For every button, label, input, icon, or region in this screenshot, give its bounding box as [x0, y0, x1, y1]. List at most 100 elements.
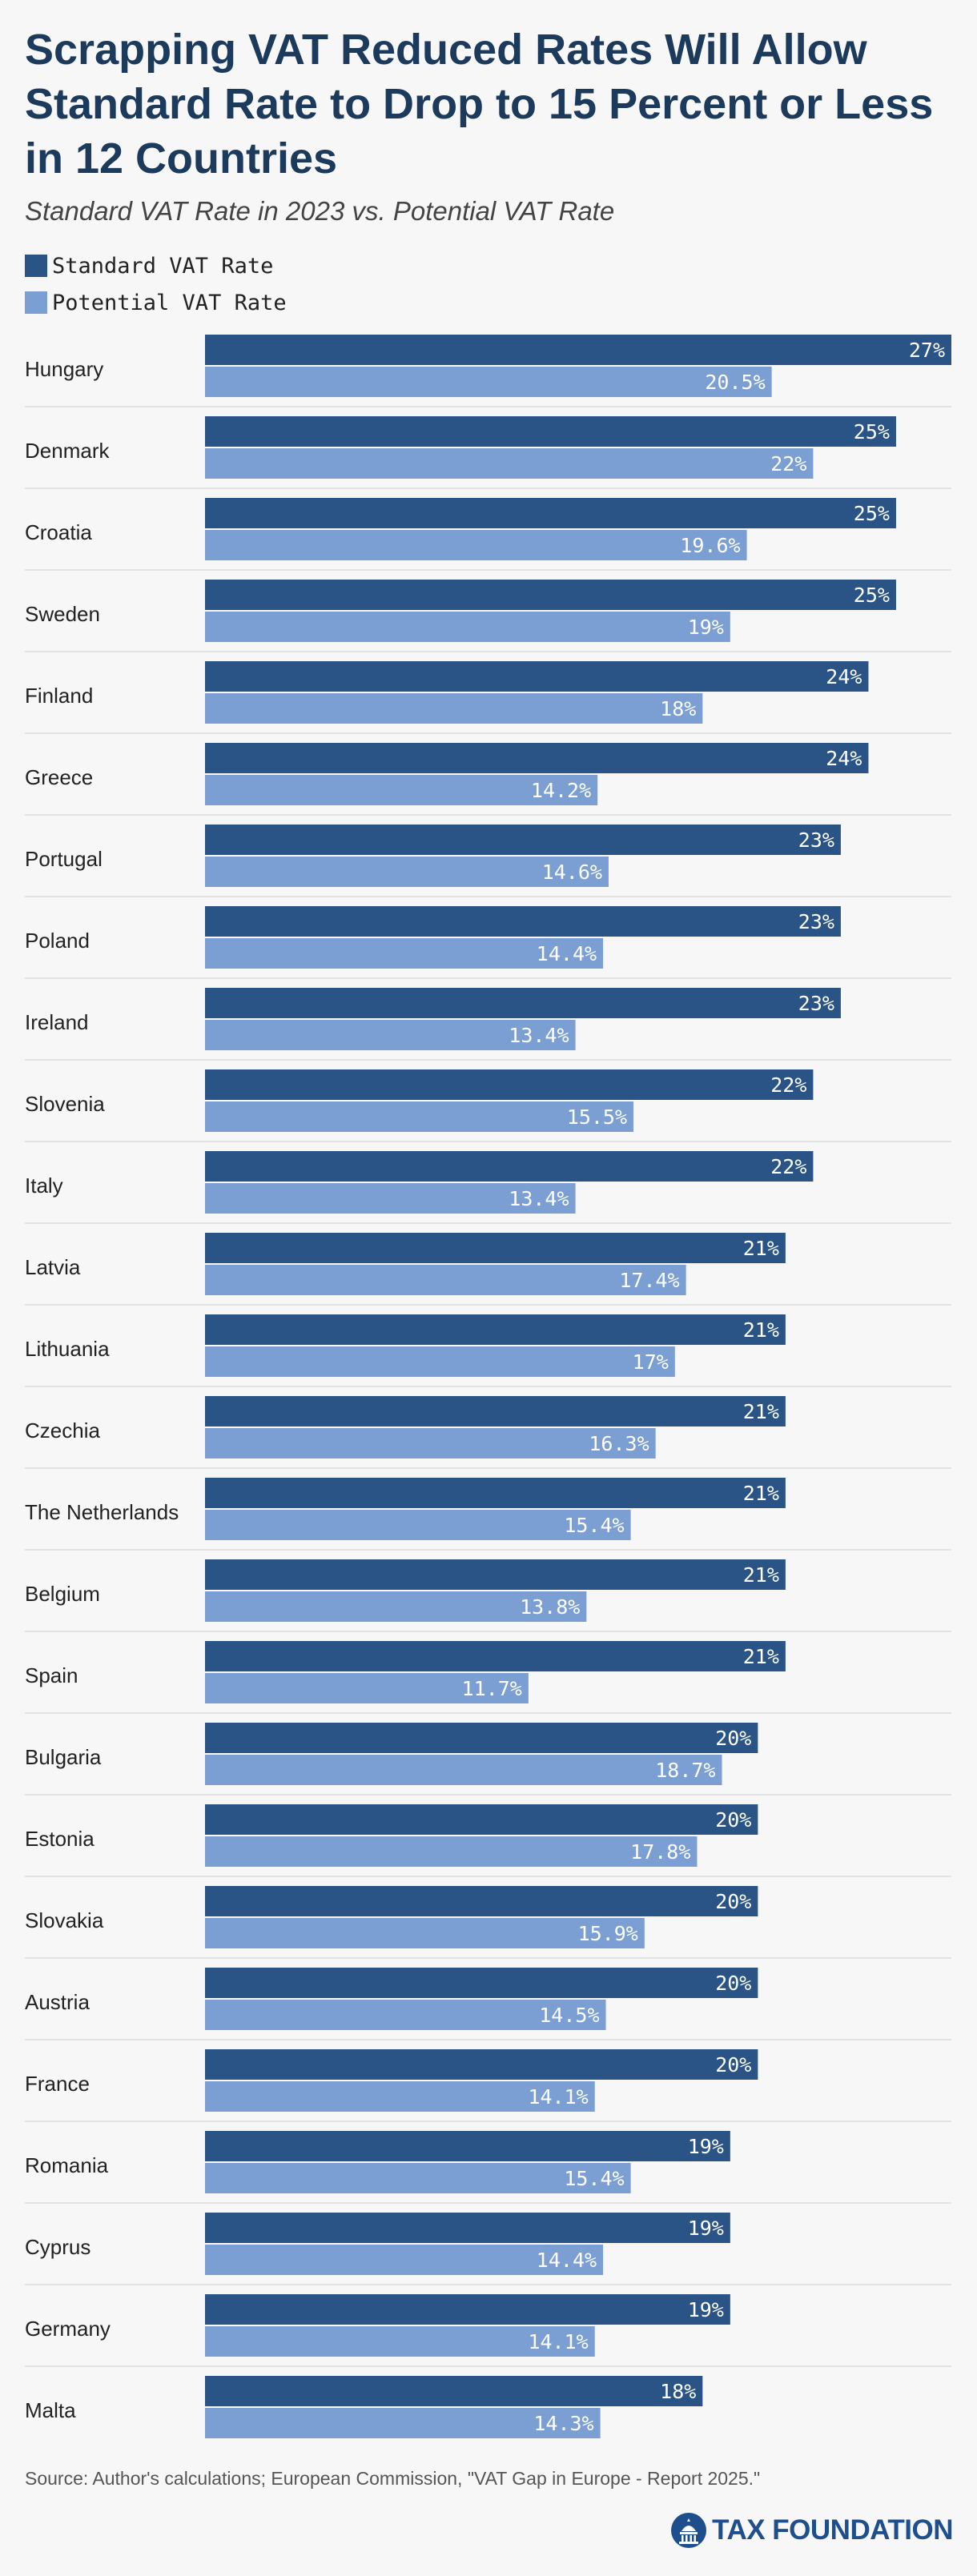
standard-bar-portugal — [205, 825, 841, 855]
potential-bar-belgium — [205, 1591, 587, 1622]
potential-bar-austria — [205, 2000, 606, 2030]
potential-bar-spain — [205, 1673, 529, 1703]
standard-bar-slovakia — [205, 1886, 758, 1916]
legend-item-standard: Standard VAT Rate — [25, 247, 287, 284]
category-label-greece: Greece — [25, 765, 93, 789]
potential-value-label-denmark: 22% — [770, 452, 806, 475]
standard-bar-finland — [205, 661, 869, 692]
potential-bar-ireland — [205, 1020, 576, 1050]
standard-value-label-france: 20% — [715, 2053, 751, 2076]
category-label-cyprus: Cyprus — [25, 2235, 90, 2259]
potential-bar-italy — [205, 1183, 576, 1214]
potential-value-label-germany: 14.1% — [528, 2330, 588, 2353]
standard-value-label-belgium: 21% — [743, 1563, 779, 1587]
standard-bar-malta — [205, 2376, 703, 2406]
standard-value-label-croatia: 25% — [854, 502, 890, 525]
potential-value-label-estonia: 17.8% — [630, 1840, 690, 1864]
standard-value-label-bulgaria: 20% — [715, 1727, 751, 1750]
standard-value-label-czechia: 21% — [743, 1400, 779, 1423]
category-label-lithuania: Lithuania — [25, 1337, 110, 1361]
chart-title: Scrapping VAT Reduced Rates Will Allow S… — [25, 26, 934, 183]
standard-value-label-latvia: 21% — [743, 1237, 779, 1260]
legend: Standard VAT Rate Potential VAT Rate — [25, 247, 287, 321]
potential-value-label-bulgaria: 18.7% — [655, 1759, 715, 1782]
potential-value-label-poland: 14.4% — [537, 942, 597, 965]
category-label-malta: Malta — [25, 2398, 76, 2422]
standard-bar-estonia — [205, 1804, 758, 1835]
category-label-sweden: Sweden — [25, 602, 100, 626]
category-label-spain: Spain — [25, 1663, 78, 1687]
category-label-czechia: Czechia — [25, 1418, 100, 1442]
standard-value-label-hungary: 27% — [909, 339, 945, 362]
potential-bar-slovakia — [205, 1918, 645, 1948]
standard-bar-czechia — [205, 1396, 786, 1426]
standard-bar-germany — [205, 2294, 730, 2325]
category-label-estonia: Estonia — [25, 1827, 94, 1851]
standard-bar-slovenia — [205, 1069, 814, 1100]
potential-bar-poland — [205, 938, 604, 969]
potential-value-label-romania: 15.4% — [564, 2167, 624, 2190]
standard-bar-france — [205, 2049, 758, 2080]
standard-bar-poland — [205, 906, 841, 937]
standard-bar-greece — [205, 743, 869, 773]
potential-value-label-ireland: 13.4% — [509, 1024, 569, 1047]
category-label-the-netherlands: The Netherlands — [25, 1500, 179, 1524]
potential-bar-france — [205, 2081, 595, 2112]
potential-bar-germany — [205, 2326, 595, 2357]
standard-bar-belgium — [205, 1559, 786, 1590]
potential-bar-latvia — [205, 1265, 686, 1295]
potential-bar-croatia — [205, 530, 747, 560]
standard-value-label-italy: 22% — [770, 1155, 806, 1178]
category-label-belgium: Belgium — [25, 1582, 100, 1606]
potential-value-label-slovakia: 15.9% — [578, 1922, 638, 1945]
standard-value-label-the-netherlands: 21% — [743, 1482, 779, 1505]
standard-value-label-romania: 19% — [688, 2135, 724, 2158]
standard-value-label-malta: 18% — [660, 2380, 696, 2403]
potential-value-label-lithuania: 17% — [633, 1350, 669, 1374]
brand-name: TAX FOUNDATION — [712, 2514, 953, 2546]
potential-value-label-sweden: 19% — [688, 616, 724, 639]
standard-value-label-portugal: 23% — [798, 829, 834, 852]
potential-value-label-czechia: 16.3% — [589, 1432, 649, 1455]
standard-bar-austria — [205, 1968, 758, 1998]
standard-value-label-denmark: 25% — [854, 420, 890, 443]
potential-value-label-portugal: 14.6% — [542, 861, 602, 884]
potential-bar-denmark — [205, 448, 814, 479]
potential-value-label-belgium: 13.8% — [520, 1595, 580, 1619]
category-label-latvia: Latvia — [25, 1255, 81, 1279]
potential-value-label-finland: 18% — [660, 697, 696, 720]
standard-bar-the-netherlands — [205, 1478, 786, 1508]
standard-value-label-germany: 19% — [688, 2298, 724, 2321]
legend-item-potential: Potential VAT Rate — [25, 284, 287, 321]
potential-value-label-latvia: 17.4% — [619, 1269, 679, 1292]
standard-bar-latvia — [205, 1233, 786, 1263]
standard-bar-lithuania — [205, 1314, 786, 1345]
legend-swatch-potential — [25, 291, 47, 314]
potential-bar-czechia — [205, 1428, 656, 1459]
standard-value-label-poland: 23% — [798, 910, 834, 933]
standard-bar-romania — [205, 2131, 730, 2161]
standard-bar-bulgaria — [205, 1723, 758, 1753]
potential-value-label-austria: 14.5% — [539, 2004, 599, 2027]
capitol-dome-icon — [671, 2513, 707, 2548]
potential-value-label-france: 14.1% — [528, 2085, 588, 2109]
potential-bar-malta — [205, 2408, 601, 2438]
potential-bar-lithuania — [205, 1346, 675, 1377]
potential-value-label-slovenia: 15.5% — [567, 1105, 627, 1129]
potential-value-label-cyprus: 14.4% — [537, 2249, 597, 2272]
potential-bar-hungary — [205, 367, 772, 397]
potential-bar-greece — [205, 775, 598, 805]
standard-bar-croatia — [205, 498, 896, 528]
standard-value-label-greece: 24% — [826, 747, 862, 770]
standard-bar-ireland — [205, 988, 841, 1018]
category-label-croatia: Croatia — [25, 520, 92, 544]
category-label-finland: Finland — [25, 684, 93, 708]
legend-swatch-standard — [25, 255, 47, 277]
potential-bar-romania — [205, 2163, 631, 2193]
potential-value-label-italy: 13.4% — [509, 1187, 569, 1210]
potential-bar-sweden — [205, 612, 730, 642]
category-label-italy: Italy — [25, 1174, 63, 1198]
category-label-portugal: Portugal — [25, 847, 103, 871]
standard-value-label-ireland: 23% — [798, 992, 834, 1015]
potential-bar-portugal — [205, 857, 609, 887]
